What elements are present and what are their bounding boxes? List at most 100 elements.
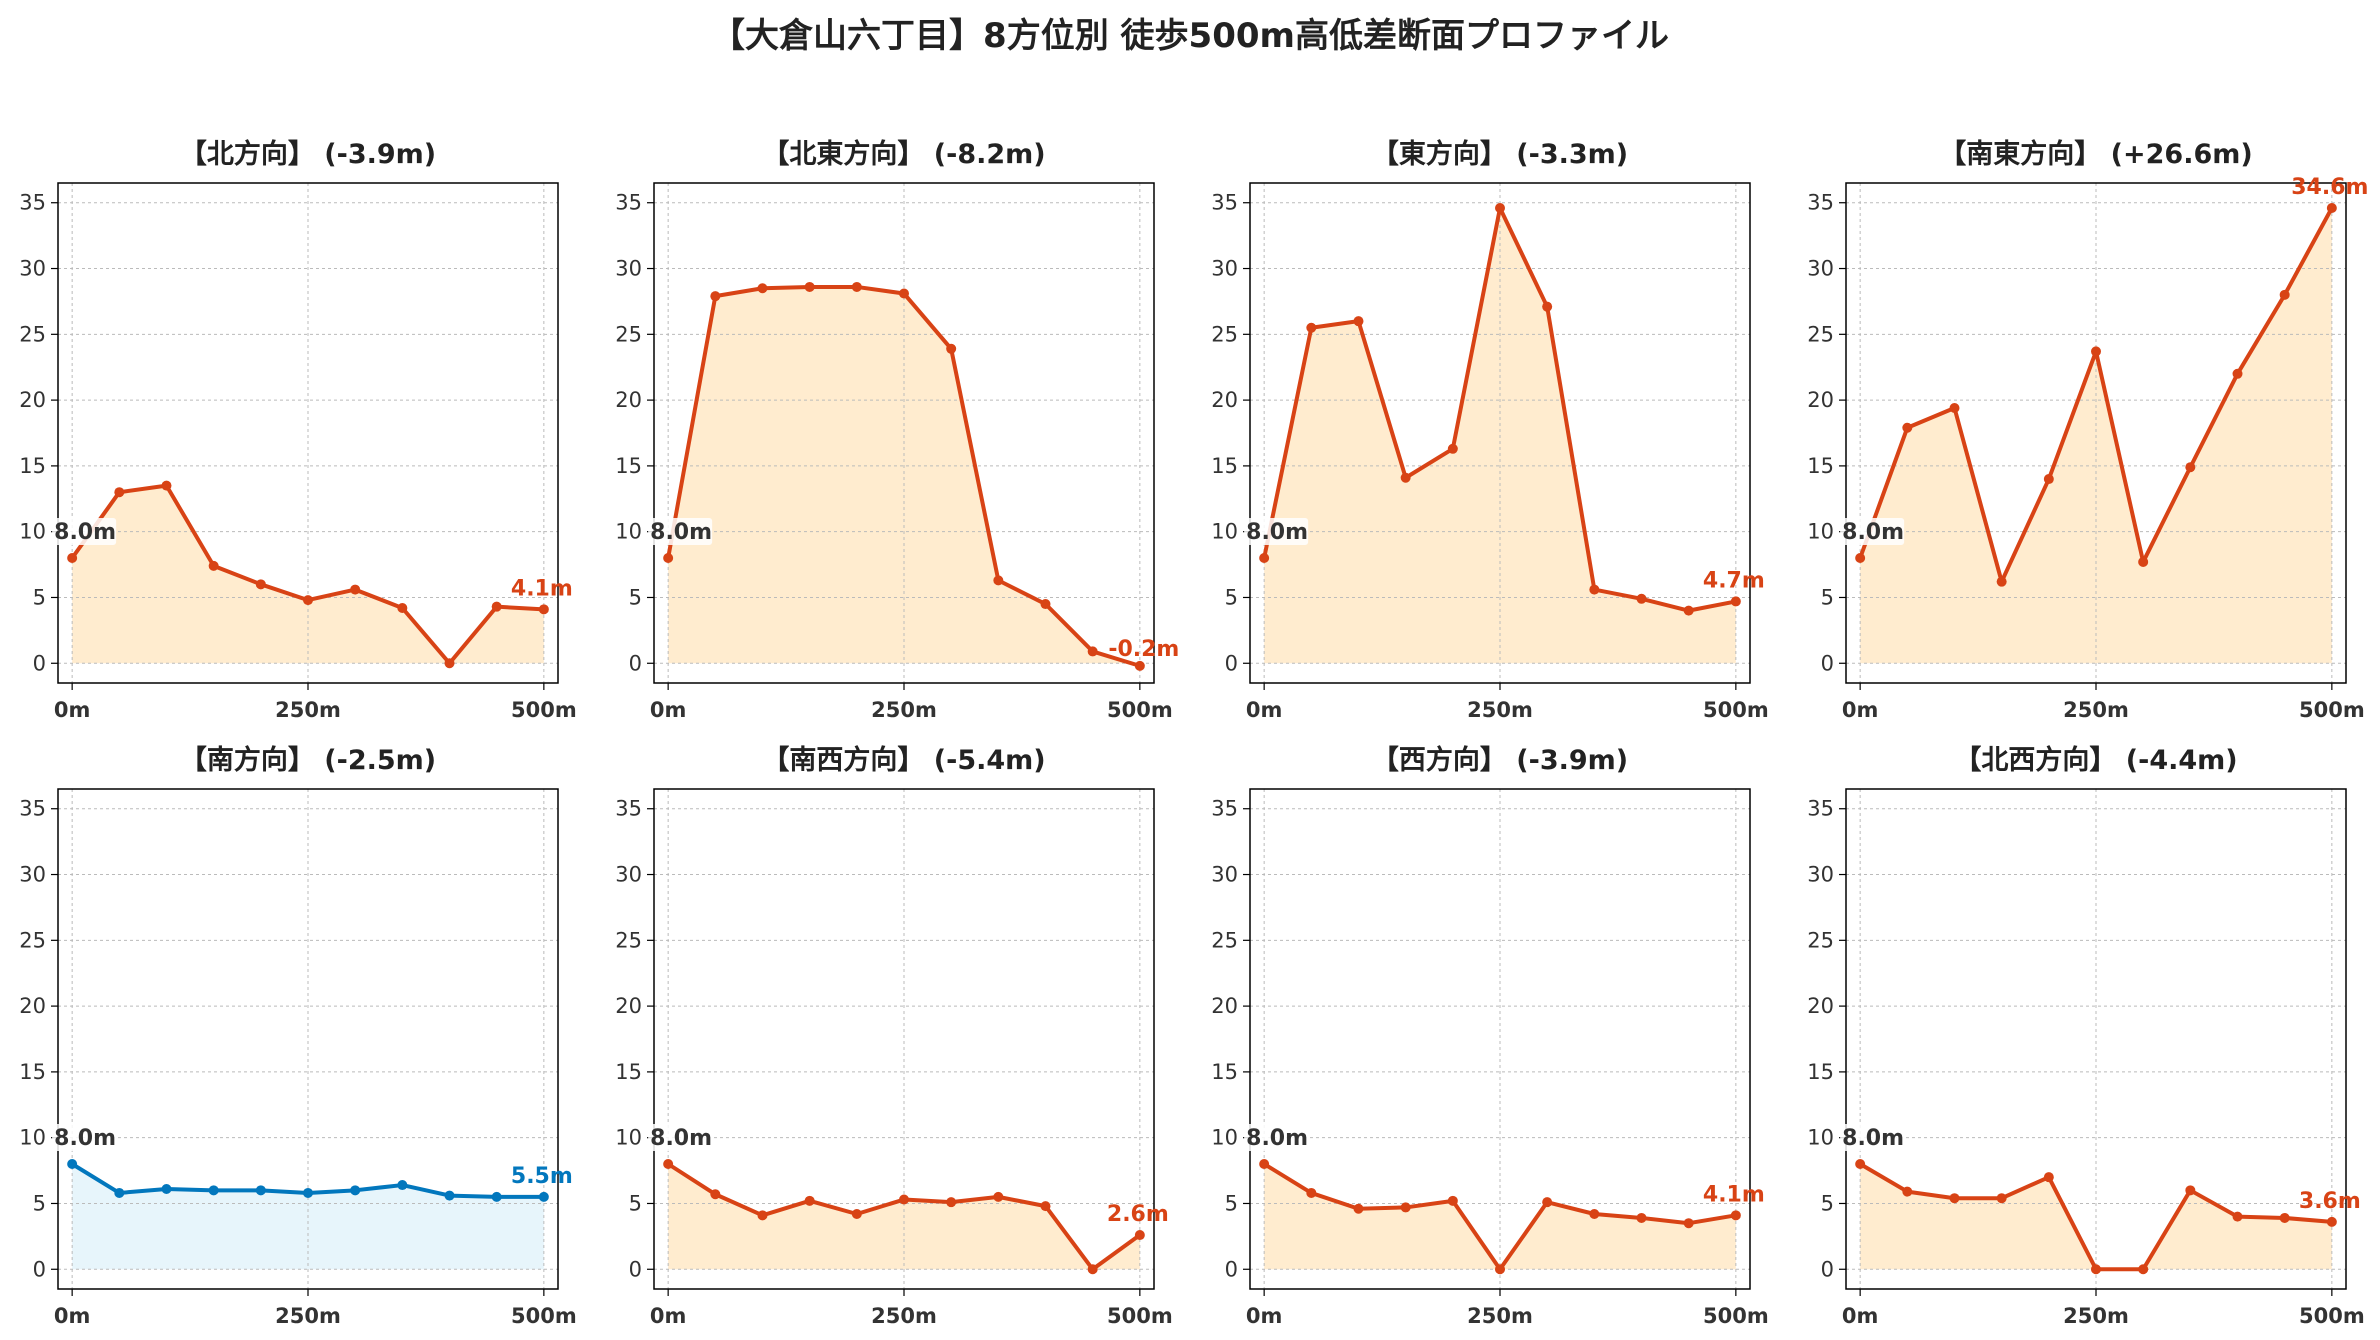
data-point — [350, 1185, 361, 1196]
y-tick-label: 10 — [1807, 520, 1834, 544]
x-tick-label: 500m — [511, 1304, 577, 1328]
y-tick-label: 10 — [1807, 1126, 1834, 1150]
chart-panel-4: 【南方向】 (-2.5m) 0 5 10 15 20 25 30 35 0m 250m 500m 8.0… — [19, 744, 576, 1328]
y-tick-label: 15 — [1211, 1060, 1238, 1084]
data-point — [851, 281, 862, 292]
chart-panel-1: 【北東方向】 (-8.2m) 0 5 10 15 20 25 30 35 0m 250m 500m 8.… — [615, 138, 1179, 722]
x-tick-label: 0m — [650, 698, 687, 722]
data-point — [67, 1159, 78, 1169]
data-point — [397, 603, 408, 613]
data-point — [255, 1185, 266, 1196]
y-tick-label: 10 — [19, 1126, 46, 1150]
data-point — [2326, 1216, 2337, 1227]
area-fill — [1860, 1164, 2332, 1270]
data-point — [1589, 1209, 1600, 1219]
start-label: 8.0m — [54, 1126, 116, 1151]
y-tick-label: 25 — [19, 928, 46, 952]
data-point — [208, 1185, 219, 1196]
panel-title: 【南方向】 (-2.5m) — [180, 744, 436, 776]
y-tick-label: 15 — [615, 454, 642, 478]
data-point — [1087, 1264, 1098, 1275]
data-point — [1902, 422, 1913, 433]
area-fill — [1264, 1164, 1736, 1270]
data-point — [1447, 1195, 1458, 1206]
axes-frame — [1249, 788, 1751, 1290]
data-point — [2091, 346, 2101, 357]
axes-frame — [653, 182, 1155, 684]
y-tick-label: 0 — [33, 651, 46, 675]
data-point — [1855, 1159, 1866, 1169]
chart-panel-3: 【南東方向】 (+26.6m) 0 5 10 15 20 25 30 35 0m 250m 500m 8… — [1807, 138, 2368, 722]
data-point — [1134, 1230, 1145, 1241]
x-tick-label: 0m — [1842, 698, 1879, 722]
axes-frame — [57, 182, 559, 684]
x-tick-label: 250m — [275, 1304, 341, 1328]
end-label: 5.5m — [511, 1164, 573, 1189]
y-tick-label: 0 — [33, 1257, 46, 1281]
x-tick-label: 0m — [1842, 1304, 1879, 1328]
y-tick-label: 10 — [615, 520, 642, 544]
y-tick-label: 0 — [629, 1257, 642, 1281]
data-point — [1087, 646, 1098, 657]
data-point — [2185, 462, 2196, 473]
data-point — [303, 1187, 313, 1198]
y-tick-label: 20 — [1211, 388, 1238, 412]
y-tick-label: 5 — [1225, 1191, 1238, 1215]
data-point — [491, 1191, 502, 1202]
data-point — [1996, 1193, 2007, 1204]
data-point — [397, 1180, 408, 1191]
y-tick-label: 20 — [615, 388, 642, 412]
y-tick-label: 10 — [1211, 1126, 1238, 1150]
y-tick-label: 20 — [19, 994, 46, 1018]
data-point — [993, 575, 1004, 586]
y-tick-label: 15 — [19, 1060, 46, 1084]
y-tick-label: 0 — [629, 651, 642, 675]
y-tick-label: 25 — [1807, 928, 1834, 952]
end-label: 3.6m — [2299, 1189, 2361, 1214]
y-tick-label: 30 — [615, 863, 642, 887]
data-point — [1353, 1203, 1364, 1214]
start-label: 8.0m — [1842, 1126, 1904, 1151]
x-tick-label: 250m — [871, 698, 937, 722]
data-point — [1996, 576, 2007, 587]
y-tick-label: 35 — [19, 191, 46, 215]
start-label-bg — [1244, 1124, 1309, 1151]
start-label-bg — [52, 1124, 117, 1151]
y-tick-label: 15 — [19, 454, 46, 478]
data-point — [1730, 1210, 1741, 1221]
y-tick-label: 5 — [1225, 585, 1238, 609]
y-tick-label: 10 — [19, 520, 46, 544]
data-point — [1855, 553, 1866, 563]
chart-panel-7: 【北西方向】 (-4.4m) 0 5 10 15 20 25 30 35 0m 250m 500m 8.… — [1807, 744, 2364, 1328]
data-point — [1902, 1186, 1913, 1197]
panel-title: 【西方向】 (-3.9m) — [1372, 744, 1628, 776]
axes-frame — [653, 788, 1155, 1290]
end-label: 4.1m — [1703, 1182, 1765, 1207]
data-point — [114, 1187, 125, 1198]
data-point — [538, 1191, 549, 1202]
y-tick-label: 5 — [1821, 585, 1834, 609]
x-tick-label: 500m — [511, 698, 577, 722]
chart-panel-0: 【北方向】 (-3.9m) 0 5 10 15 20 25 30 35 0m 250m 500m 8.0… — [19, 138, 576, 722]
y-tick-label: 25 — [1211, 322, 1238, 346]
y-tick-label: 25 — [615, 322, 642, 346]
panel-title: 【南西方向】 (-5.4m) — [762, 744, 1045, 776]
y-tick-label: 10 — [1211, 520, 1238, 544]
y-tick-label: 5 — [629, 1191, 642, 1215]
x-tick-label: 250m — [275, 698, 341, 722]
data-point — [1306, 322, 1317, 333]
y-tick-label: 0 — [1225, 651, 1238, 675]
x-tick-label: 0m — [54, 1304, 91, 1328]
panel-title: 【北西方向】 (-4.4m) — [1954, 744, 2237, 776]
data-point — [2043, 474, 2054, 485]
data-point — [538, 604, 549, 615]
data-point — [2232, 368, 2243, 379]
x-tick-label: 500m — [2299, 698, 2365, 722]
data-point — [1589, 584, 1600, 595]
data-point — [804, 281, 815, 292]
data-point — [710, 1189, 721, 1200]
y-tick-label: 5 — [629, 585, 642, 609]
y-tick-label: 20 — [1807, 994, 1834, 1018]
start-label: 8.0m — [1246, 520, 1308, 545]
y-tick-label: 35 — [1807, 191, 1834, 215]
